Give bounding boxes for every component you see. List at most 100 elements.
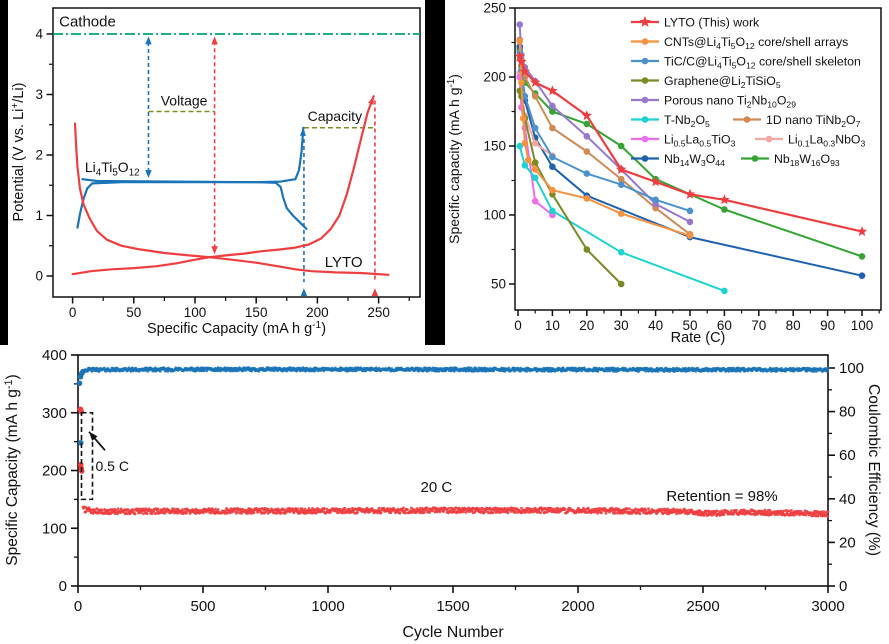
band-point	[406, 508, 409, 511]
band-point	[348, 507, 352, 511]
band-point	[647, 507, 650, 510]
y-axis-label: Potential (V vs. Li+/Li)	[10, 83, 27, 222]
band-point	[750, 512, 753, 516]
y-tick-label: 4	[35, 27, 43, 42]
arrowhead	[89, 431, 98, 441]
star-marker	[516, 56, 527, 67]
circle-marker	[641, 96, 649, 104]
band-point	[715, 509, 719, 513]
y-right-tick-label: 40	[839, 491, 856, 508]
curve-lyto-charge	[71, 95, 375, 276]
circle-marker	[641, 57, 649, 65]
capacity-band	[81, 505, 830, 518]
y-tick-label: 200	[483, 70, 506, 85]
circle-marker	[686, 207, 694, 215]
band-point	[423, 510, 426, 514]
band-point	[492, 369, 496, 373]
legend-label: Nb14W3O44	[664, 152, 725, 168]
star-marker	[639, 16, 651, 27]
x-tick-label: 1000	[311, 598, 344, 615]
x-tick-label: 20	[579, 318, 594, 333]
circle-marker	[549, 102, 556, 110]
x-tick-label: 40	[648, 318, 663, 333]
rate-region-box	[80, 411, 94, 501]
star-marker	[684, 188, 696, 199]
circle-marker	[521, 93, 529, 100]
band-point	[491, 511, 495, 514]
band-point	[469, 366, 473, 370]
y-right-tick-label: 100	[839, 360, 864, 377]
band-point	[116, 507, 120, 511]
legend-label: LYTO (This) work	[664, 15, 760, 29]
band-point	[233, 510, 236, 513]
circle-marker	[549, 124, 556, 132]
band-point	[402, 506, 405, 510]
lyto-label: LYTO	[325, 254, 363, 271]
band-point	[279, 511, 283, 515]
circle-marker	[583, 195, 591, 202]
x-tick-label: 60	[717, 318, 732, 333]
y-right-tick-label: 60	[839, 447, 856, 464]
star-marker	[547, 85, 558, 96]
x-tick-label: 1500	[436, 598, 469, 615]
band-point	[735, 508, 738, 512]
y-tick-label: 50	[491, 277, 506, 292]
star-marker	[514, 50, 525, 61]
arrowhead	[145, 170, 152, 178]
band-point	[404, 511, 407, 515]
band-point	[722, 512, 726, 516]
band-point	[356, 510, 359, 514]
band-point	[200, 369, 204, 372]
circle-marker	[641, 38, 649, 45]
band-point	[826, 366, 830, 370]
series-line	[518, 145, 726, 292]
band-point	[638, 512, 642, 515]
star-marker	[519, 66, 531, 76]
y-right-tick-label: 0	[839, 578, 847, 595]
series-line	[518, 89, 623, 285]
arrowhead	[211, 36, 218, 45]
band-point	[563, 507, 567, 511]
circle-marker	[858, 253, 866, 260]
circle-marker	[617, 210, 625, 217]
plot-frame	[52, 7, 421, 298]
circle-marker	[641, 155, 649, 162]
band-point	[795, 513, 798, 516]
circle-marker	[518, 79, 525, 86]
band-point	[604, 511, 608, 515]
band-point	[520, 506, 523, 510]
band-point	[539, 511, 542, 515]
band-point	[93, 508, 96, 511]
band-point	[730, 509, 733, 512]
band-point	[90, 369, 94, 373]
band-point	[379, 511, 383, 515]
band-point	[290, 366, 294, 370]
circle-marker	[521, 139, 529, 147]
y-tick-label: 0	[35, 269, 43, 284]
circle-marker	[583, 148, 591, 155]
x-tick-label: 0	[69, 305, 77, 320]
series-line	[518, 40, 691, 237]
lto-label: Li4Ti5O12	[85, 159, 140, 178]
x-axis-label: Specific Capacity (mA h g-1)	[147, 320, 326, 337]
band-point	[172, 507, 176, 511]
curve-lyto-discharge	[73, 122, 390, 276]
y-tick-label: 2	[35, 148, 43, 163]
x-tick-label: 90	[820, 318, 835, 333]
band-point	[313, 369, 317, 373]
band-point	[131, 508, 135, 512]
circle-marker	[531, 124, 539, 132]
y-tick-label: 100	[483, 208, 506, 223]
band-point	[470, 509, 474, 512]
circle-marker	[617, 175, 625, 183]
y-right-tick-label: 80	[839, 404, 856, 421]
band-point	[382, 506, 386, 510]
arrowhead	[368, 96, 374, 105]
band-point	[732, 512, 735, 516]
circle-marker	[617, 142, 625, 150]
x-axis-label: Rate (C)	[671, 330, 726, 345]
band-point	[283, 508, 286, 512]
circle-marker	[516, 37, 524, 45]
y-axis-label-right: Coulombic Efficiency (%)	[865, 384, 882, 556]
band-point	[296, 507, 300, 511]
